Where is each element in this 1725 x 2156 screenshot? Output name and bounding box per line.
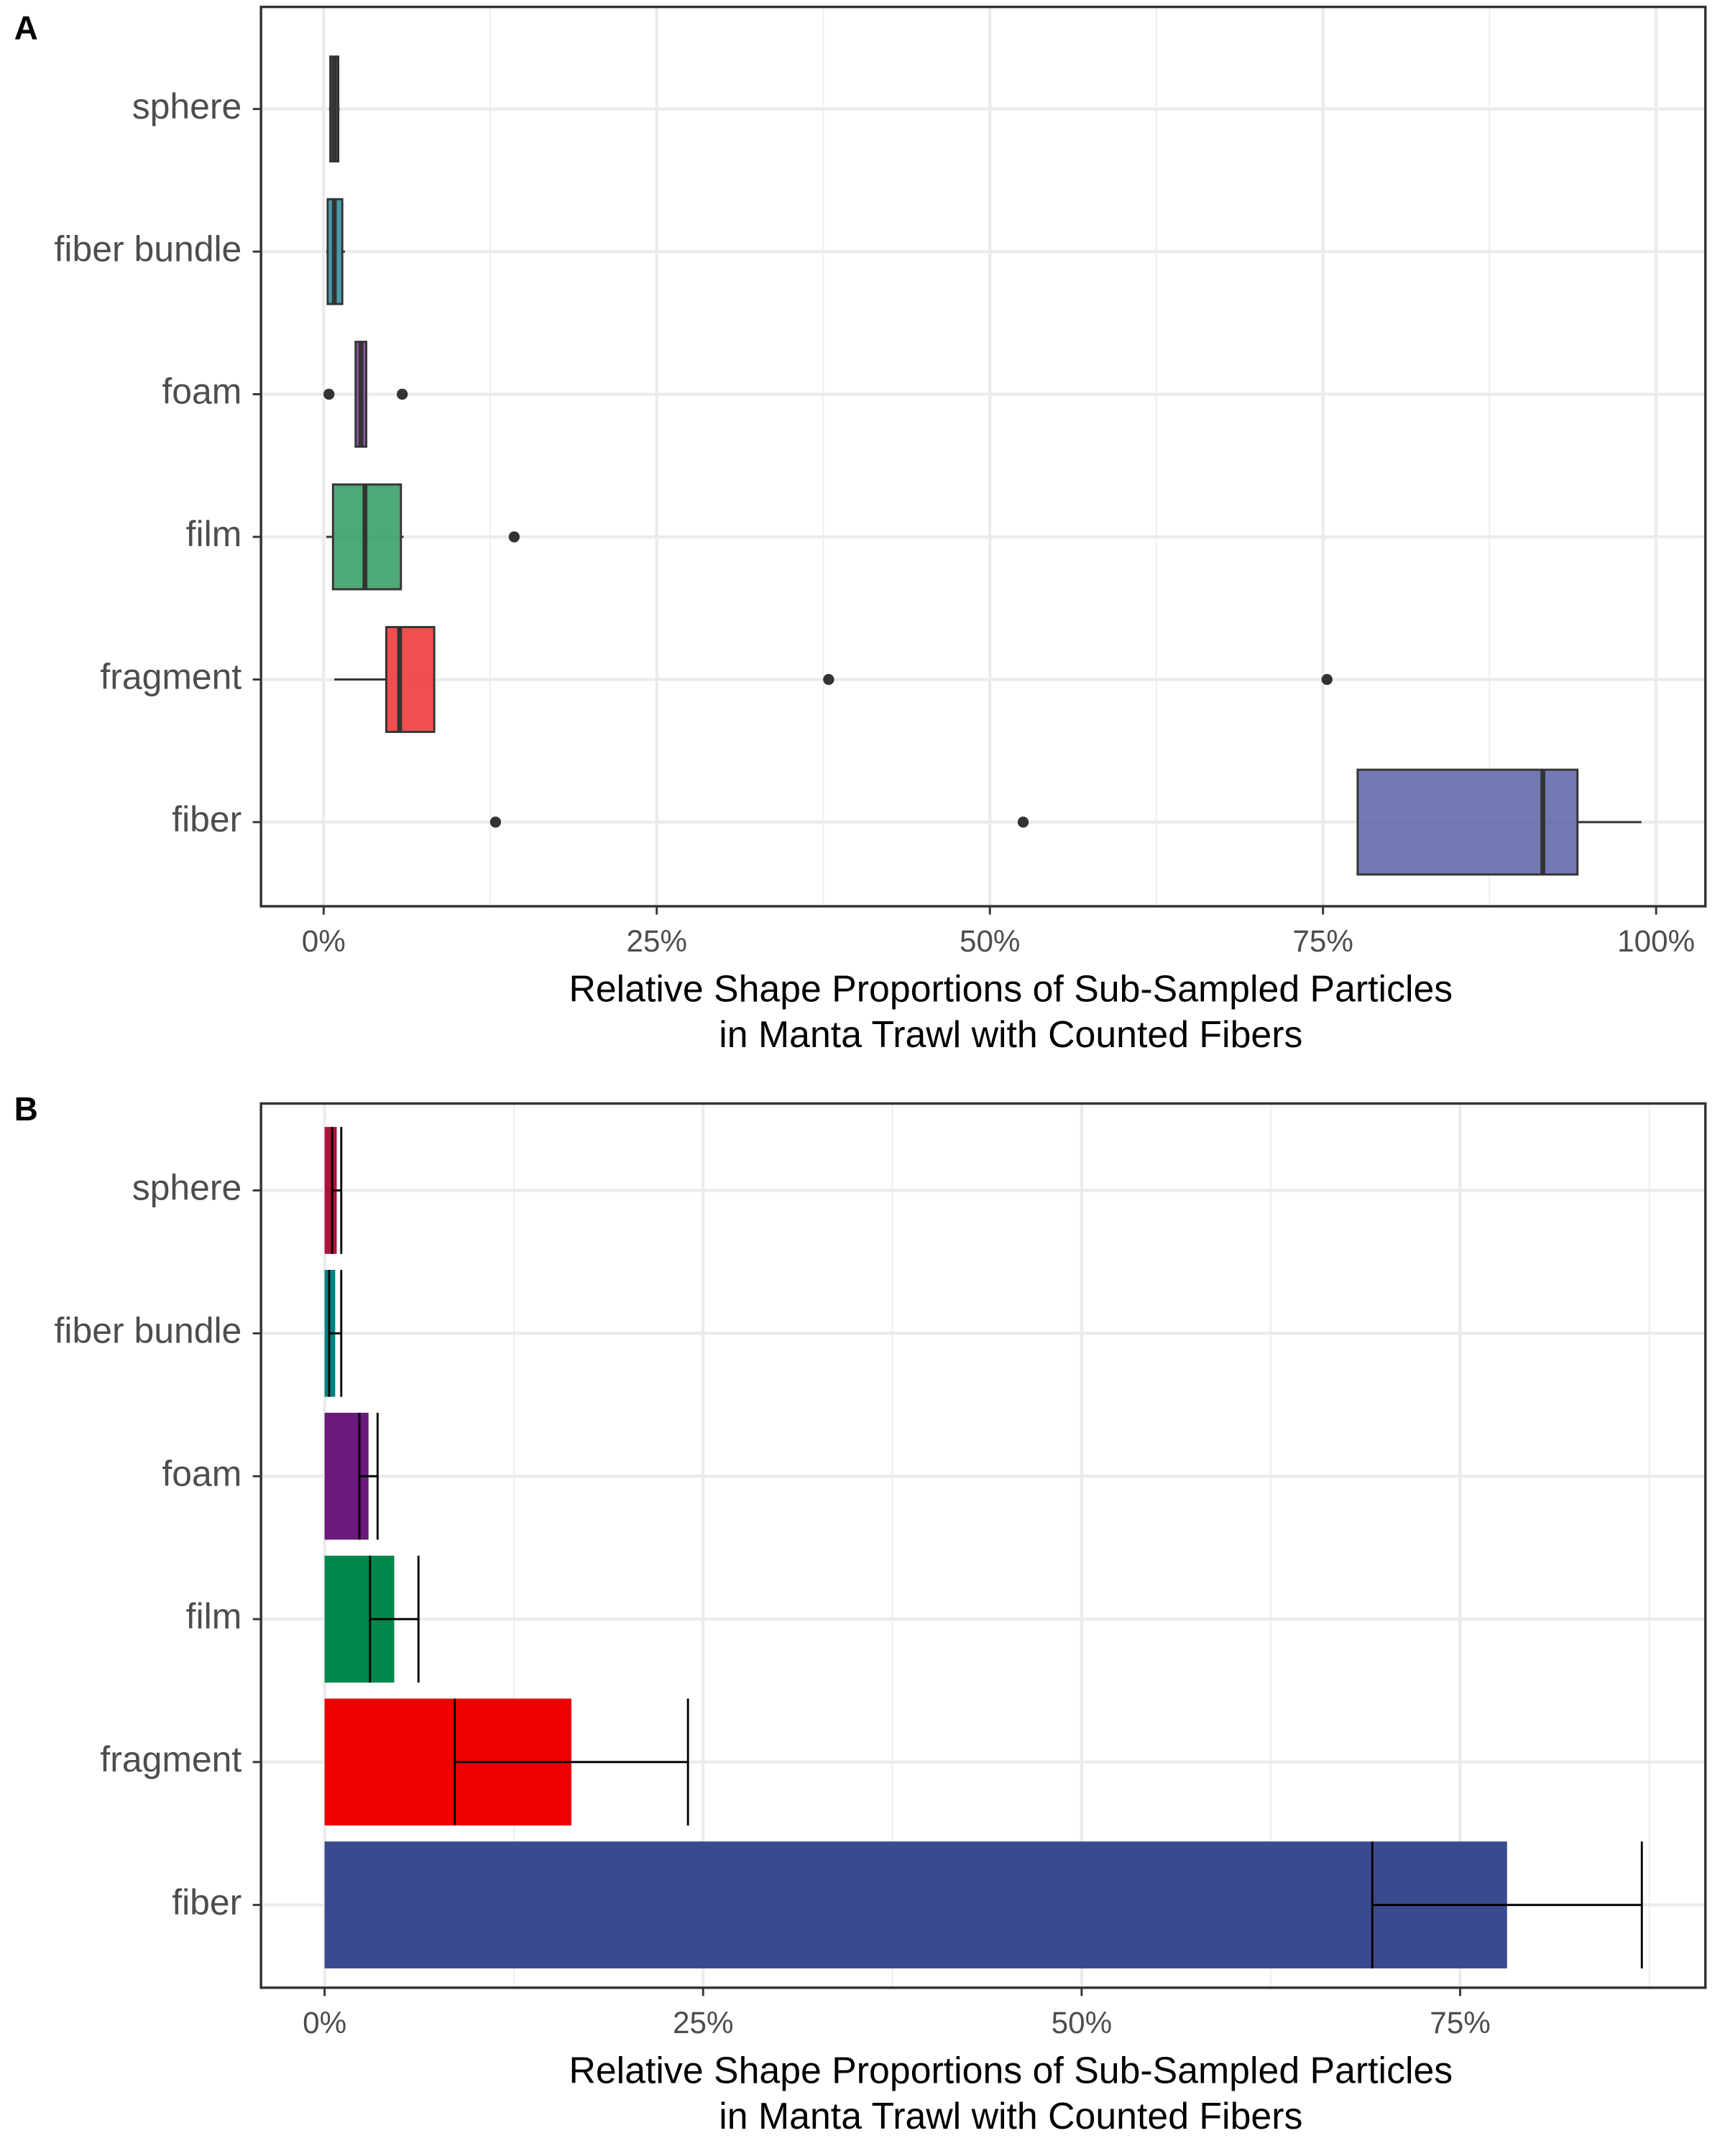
bar (324, 1127, 337, 1254)
box (385, 626, 436, 733)
y-tick-label: foam (162, 372, 242, 412)
outlier (823, 673, 834, 686)
x-tick-label: 100% (1617, 924, 1695, 958)
y-tick-label: film (186, 514, 242, 554)
y-tick-label: sphere (132, 1168, 242, 1208)
y-tick-label: film (186, 1596, 242, 1636)
plot-background (261, 1103, 1706, 1988)
outlier (396, 388, 408, 400)
y-tick-label: sphere (132, 86, 242, 126)
plot-background (261, 6, 1706, 907)
outlier (1017, 816, 1029, 828)
x-axis-title: Relative Shape Proportions of Sub-Sample… (569, 968, 1453, 1010)
y-tick-label: fiber bundle (55, 1310, 242, 1350)
panel-label: A (14, 9, 38, 46)
x-tick-label: 50% (960, 924, 1021, 958)
x-tick-label: 75% (1430, 2006, 1491, 2040)
x-tick-label: 0% (303, 2006, 346, 2040)
outlier (508, 531, 520, 543)
x-axis-title: Relative Shape Proportions of Sub-Sample… (569, 2050, 1453, 2091)
x-tick-label: 50% (1052, 2006, 1113, 2040)
outlier (323, 388, 335, 400)
panel-label: B (14, 1090, 38, 1128)
outlier (1321, 673, 1333, 686)
y-tick-label: fiber bundle (55, 229, 242, 269)
y-tick-label: fiber (172, 799, 242, 839)
bar (324, 1841, 1507, 1968)
plot-border (259, 5, 1707, 908)
x-tick-label: 75% (1292, 924, 1353, 958)
x-axis-title: in Manta Trawl with Counted Fibers (719, 1013, 1302, 1055)
y-tick-label: foam (162, 1453, 242, 1493)
x-axis-title: in Manta Trawl with Counted Fibers (719, 2095, 1302, 2137)
y-tick-label: fragment (100, 657, 242, 697)
outlier (489, 816, 502, 828)
y-tick-label: fragment (100, 1739, 242, 1779)
x-tick-label: 0% (302, 924, 346, 958)
y-tick-label: fiber (172, 1882, 242, 1922)
x-tick-label: 25% (673, 2006, 734, 2040)
x-tick-label: 25% (626, 924, 687, 958)
plot-border (259, 1102, 1707, 1989)
